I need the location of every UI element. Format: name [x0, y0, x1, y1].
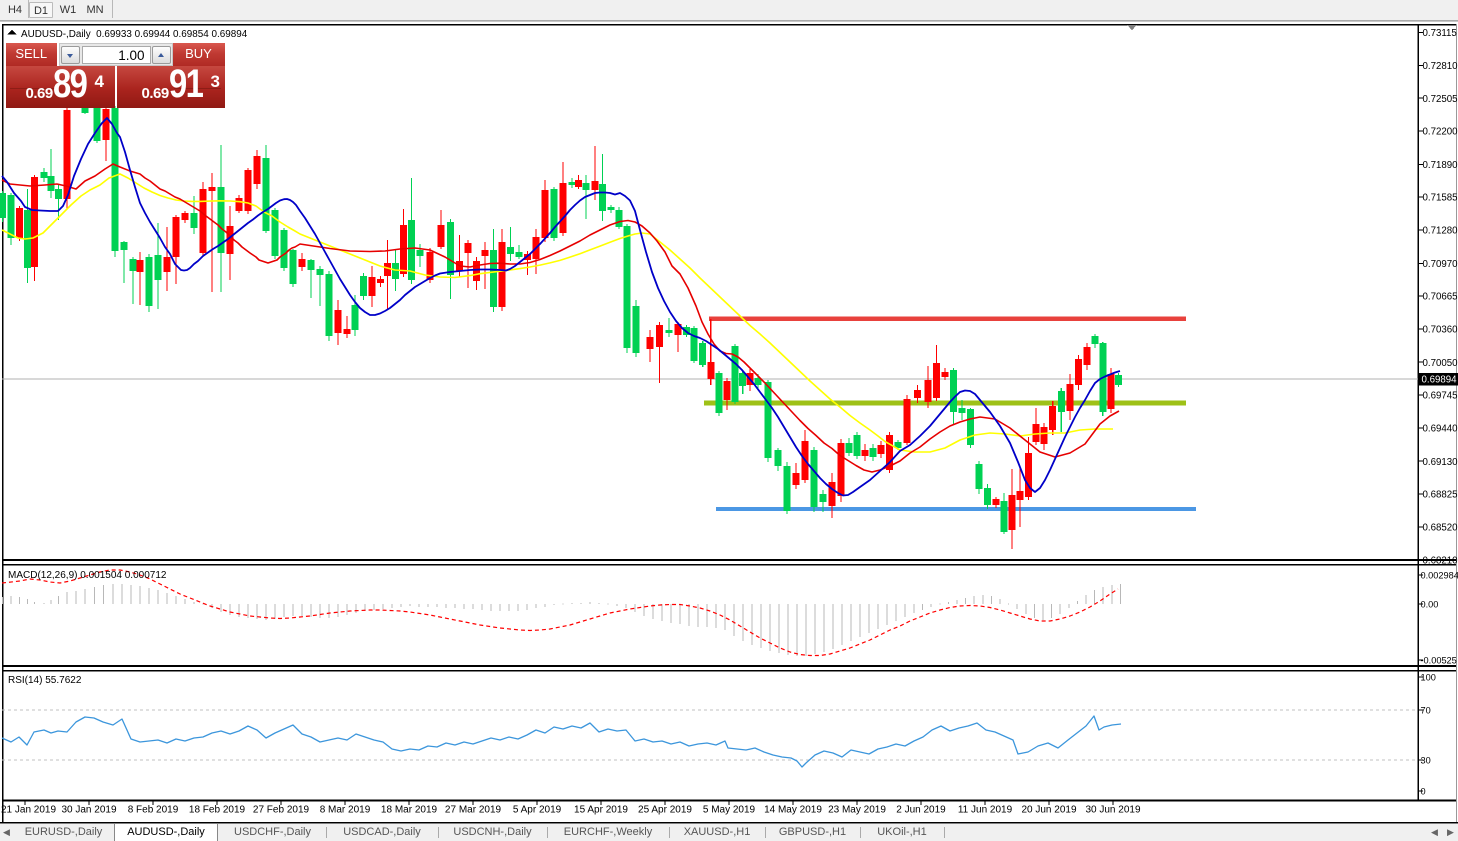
- svg-text:0.70665: 0.70665: [1423, 292, 1458, 303]
- svg-text:100: 100: [1421, 672, 1436, 682]
- svg-text:RSI(14) 55.7622: RSI(14) 55.7622: [8, 675, 82, 686]
- svg-text:0.70970: 0.70970: [1423, 259, 1458, 270]
- svg-text:0.69894: 0.69894: [1422, 375, 1458, 386]
- svg-text:0.69745: 0.69745: [1423, 391, 1458, 402]
- svg-text:23 May 2019: 23 May 2019: [828, 805, 886, 816]
- svg-text:0.68825: 0.68825: [1423, 490, 1458, 501]
- svg-text:25 Apr 2019: 25 Apr 2019: [638, 805, 692, 816]
- svg-text:0.69440: 0.69440: [1423, 423, 1458, 434]
- svg-text:21 Jan 2019: 21 Jan 2019: [1, 805, 56, 816]
- svg-text:0.71585: 0.71585: [1423, 193, 1458, 204]
- svg-text:30 Jun 2019: 30 Jun 2019: [1085, 805, 1140, 816]
- svg-text:5 May 2019: 5 May 2019: [703, 805, 756, 816]
- svg-text:0.72200: 0.72200: [1423, 127, 1458, 138]
- svg-text:2 Jun 2019: 2 Jun 2019: [896, 805, 946, 816]
- svg-text:14 May 2019: 14 May 2019: [764, 805, 822, 816]
- svg-text:0.002984: 0.002984: [1421, 570, 1458, 580]
- svg-text:18 Feb 2019: 18 Feb 2019: [189, 805, 246, 816]
- svg-text:0.68210: 0.68210: [1423, 556, 1458, 567]
- svg-text:27 Mar 2019: 27 Mar 2019: [445, 805, 502, 816]
- svg-text:0.71280: 0.71280: [1423, 226, 1458, 237]
- svg-text:11 Jun 2019: 11 Jun 2019: [958, 805, 1013, 816]
- svg-text:0.68520: 0.68520: [1423, 522, 1458, 533]
- svg-text:0.72505: 0.72505: [1423, 94, 1458, 105]
- svg-text:8 Mar 2019: 8 Mar 2019: [320, 805, 371, 816]
- svg-text:18 Mar 2019: 18 Mar 2019: [381, 805, 438, 816]
- svg-text:MACD(12,26,9) 0.001504 0.00071: MACD(12,26,9) 0.001504 0.000712: [8, 570, 167, 581]
- svg-text:0.72810: 0.72810: [1423, 61, 1458, 72]
- svg-text:0: 0: [1421, 786, 1426, 796]
- svg-text:20 Jun 2019: 20 Jun 2019: [1021, 805, 1076, 816]
- svg-text:27 Feb 2019: 27 Feb 2019: [253, 805, 310, 816]
- svg-text:AUDUSD-,Daily 0.69933 0.69944: AUDUSD-,Daily 0.69933 0.69944 0.69854 0.…: [21, 29, 248, 40]
- svg-text:15 Apr 2019: 15 Apr 2019: [574, 805, 628, 816]
- svg-text:-0.00525: -0.00525: [1421, 655, 1457, 665]
- svg-text:8 Feb 2019: 8 Feb 2019: [128, 805, 179, 816]
- svg-text:30: 30: [1421, 755, 1431, 765]
- svg-text:30 Jan 2019: 30 Jan 2019: [61, 805, 116, 816]
- svg-text:0.71890: 0.71890: [1423, 160, 1458, 171]
- svg-text:0.70360: 0.70360: [1423, 325, 1458, 336]
- svg-text:70: 70: [1421, 705, 1431, 715]
- svg-text:0.69130: 0.69130: [1423, 457, 1458, 468]
- svg-text:5 Apr 2019: 5 Apr 2019: [513, 805, 562, 816]
- svg-text:0.73115: 0.73115: [1423, 28, 1457, 39]
- svg-text:0.00: 0.00: [1421, 599, 1439, 609]
- svg-text:0.70050: 0.70050: [1423, 358, 1458, 369]
